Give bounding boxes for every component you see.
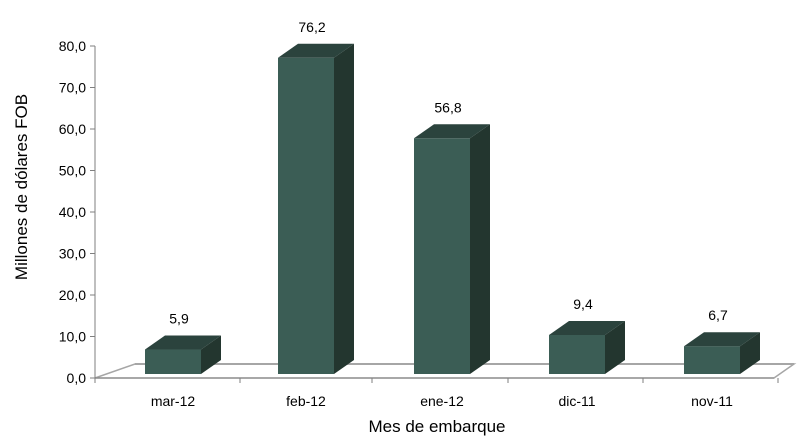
y-tick-label: 30,0 <box>59 246 86 262</box>
bar <box>145 335 221 374</box>
y-tick-label: 70,0 <box>59 80 86 96</box>
y-tick-label: 10,0 <box>59 329 86 345</box>
x-tick-label: ene-12 <box>420 393 464 409</box>
data-label: 76,2 <box>298 19 325 35</box>
bar <box>278 43 354 375</box>
bar <box>549 320 625 374</box>
x-tick-label: mar-12 <box>151 393 196 409</box>
bar-top <box>278 43 354 58</box>
x-axis: mar-12 feb-12 ene-12 dic-11 nov-11 <box>94 377 779 409</box>
bar-side <box>470 124 490 374</box>
data-labels: 5,9 76,2 56,8 9,4 6,7 <box>169 19 728 327</box>
bar <box>414 124 490 374</box>
bar-top <box>684 332 760 347</box>
bar-front <box>414 138 470 374</box>
bar-front <box>278 57 334 375</box>
bar-top <box>145 335 221 350</box>
bar-top <box>414 124 490 139</box>
y-tick-label: 40,0 <box>59 204 86 220</box>
bar-front <box>549 334 605 374</box>
data-label: 56,8 <box>434 99 461 115</box>
bar-side <box>740 332 760 374</box>
y-tick-label: 0,0 <box>67 370 87 386</box>
y-tick-label: 80,0 <box>59 38 86 54</box>
data-label: 5,9 <box>169 311 189 327</box>
bar <box>684 332 760 374</box>
data-label: 9,4 <box>573 296 593 312</box>
y-axis-title: Millones de dólares FOB <box>12 94 31 280</box>
y-tick-label: 60,0 <box>59 121 86 137</box>
y-tick-label: 50,0 <box>59 163 86 179</box>
data-label: 6,7 <box>708 307 728 323</box>
y-axis: 0,0 10,0 20,0 30,0 40,0 50,0 60,0 70,0 80,0 <box>59 38 96 386</box>
bar-side <box>201 335 221 374</box>
y-tick-label: 20,0 <box>59 287 86 303</box>
bar-front <box>145 349 201 374</box>
bar-front <box>684 346 740 374</box>
x-axis-title: Mes de embarque <box>368 417 505 436</box>
x-tick-label: dic-11 <box>558 393 595 409</box>
bar-side <box>334 43 354 375</box>
bar-side <box>605 320 625 374</box>
bars <box>145 43 760 375</box>
x-tick-label: nov-11 <box>691 393 733 409</box>
x-tick-label: feb-12 <box>286 393 326 409</box>
bar-top <box>549 320 625 335</box>
